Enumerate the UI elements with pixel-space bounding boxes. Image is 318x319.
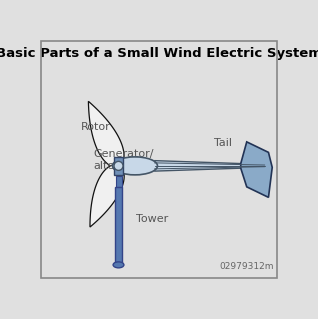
Ellipse shape bbox=[113, 262, 124, 268]
Polygon shape bbox=[88, 101, 124, 167]
Polygon shape bbox=[241, 142, 272, 197]
Text: Tower: Tower bbox=[136, 214, 168, 224]
Polygon shape bbox=[90, 165, 124, 227]
Text: Basic Parts of a Small Wind Electric System: Basic Parts of a Small Wind Electric Sys… bbox=[0, 47, 318, 60]
Ellipse shape bbox=[113, 157, 157, 175]
Circle shape bbox=[114, 161, 123, 170]
Text: 02979312m: 02979312m bbox=[219, 262, 274, 271]
Bar bbox=[114, 157, 123, 175]
Text: Tail: Tail bbox=[214, 138, 232, 148]
Bar bbox=[115, 176, 121, 187]
Bar bbox=[115, 187, 122, 265]
Text: Generator/
alternator: Generator/ alternator bbox=[94, 149, 154, 171]
Polygon shape bbox=[155, 161, 265, 171]
Text: Rotor: Rotor bbox=[81, 122, 111, 132]
